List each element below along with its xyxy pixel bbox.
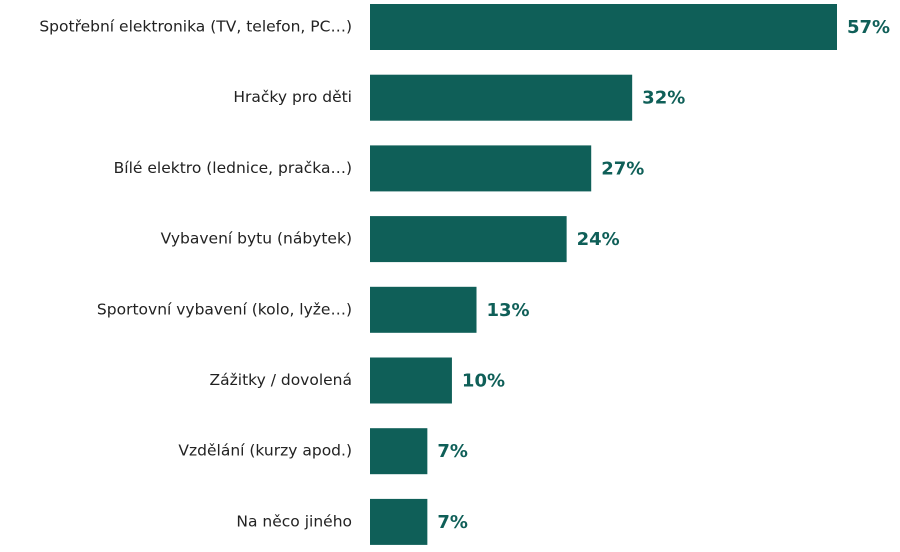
bar (370, 357, 452, 404)
category-label: Hračky pro děti (233, 88, 352, 106)
category-label: Sportovní vybavení (kolo, lyže…) (97, 300, 352, 318)
bar (370, 145, 592, 192)
value-label: 7% (437, 441, 468, 462)
value-label: 27% (601, 158, 644, 179)
bar (370, 286, 477, 333)
bar (370, 74, 633, 121)
category-label: Zážitky / dovolená (210, 371, 352, 389)
value-label: 57% (847, 17, 890, 38)
category-label: Vzdělání (kurzy apod.) (178, 442, 352, 460)
value-label: 24% (577, 229, 620, 250)
value-label: 13% (487, 300, 530, 321)
value-label: 10% (462, 371, 505, 392)
category-label: Spotřební elektronika (TV, telefon, PC…) (39, 18, 352, 36)
category-label: Vybavení bytu (nábytek) (161, 230, 352, 248)
bar (370, 498, 428, 545)
category-label: Na něco jiného (236, 512, 352, 530)
bar (370, 428, 428, 475)
bar (370, 4, 837, 50)
bar (370, 216, 567, 263)
value-label: 7% (437, 512, 468, 533)
value-label: 32% (642, 88, 685, 109)
category-label: Bílé elektro (lednice, pračka…) (114, 159, 352, 177)
